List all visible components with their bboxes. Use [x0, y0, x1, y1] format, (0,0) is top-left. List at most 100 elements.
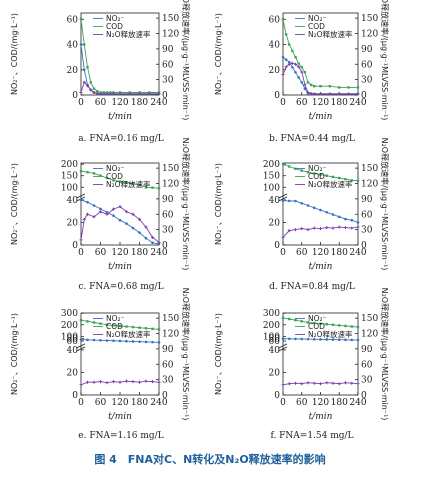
- series-point-cod: [83, 43, 86, 46]
- series-point-no2: [86, 200, 89, 204]
- series-point-n2o: [287, 382, 291, 386]
- series-point-n2o: [79, 238, 83, 242]
- x-tick-label: 180: [131, 98, 148, 108]
- series-point-n2o: [131, 212, 135, 216]
- series-point-no2: [287, 337, 291, 341]
- y-left-tick-label: 40: [67, 196, 79, 206]
- series-point-cod: [338, 176, 341, 180]
- series-point-n2o: [344, 381, 347, 385]
- panel-caption: a. FNA=0.16 mg/L: [78, 134, 163, 144]
- axis-break-mark: [76, 343, 86, 352]
- series-point-no2: [82, 68, 86, 72]
- series-point-n2o: [108, 92, 112, 96]
- series-line-3: [282, 62, 358, 95]
- series-point-no2: [350, 218, 354, 222]
- y-right-tick-label: 90: [162, 45, 174, 55]
- x-axis-title: t/min: [108, 262, 132, 272]
- x-tick-label: 0: [78, 398, 84, 408]
- series-point-n2o: [131, 380, 135, 384]
- y-right-tick-label: 30: [361, 76, 373, 86]
- series-point-n2o: [138, 217, 141, 221]
- y-left-tick-label: 20: [269, 368, 281, 378]
- series-point-no2: [306, 204, 310, 207]
- series-point-n2o: [331, 226, 335, 230]
- series-point-n2o: [319, 227, 322, 231]
- y-right-axis-title: N₂O释放速率/(μg·g⁻¹MLVSS·min⁻¹): [380, 138, 390, 271]
- series-point-n2o: [99, 92, 102, 96]
- y-left-tick-label: 0: [274, 391, 280, 401]
- series-point-cod: [331, 323, 335, 326]
- y-left-tick-label: 40: [269, 346, 281, 356]
- y-left-tick-label: 300: [263, 309, 280, 319]
- y-left-tick-label: 60: [67, 337, 79, 347]
- series-point-no2: [281, 55, 285, 59]
- series-point-cod: [350, 325, 353, 328]
- series-point-no2: [294, 337, 297, 341]
- series-point-cod: [356, 86, 360, 89]
- y-right-tick-label: 30: [361, 226, 373, 236]
- y-right-tick-label: 0: [361, 91, 367, 101]
- y-left-tick-label: 20: [269, 218, 281, 228]
- series-point-no2: [306, 337, 310, 341]
- chart-panel-3: 0 60 120 180 240020401001502000306090120150N…: [10, 138, 191, 292]
- series-point-cod: [86, 66, 89, 69]
- series-point-cod: [281, 316, 285, 320]
- series-point-no2: [325, 211, 329, 214]
- chart-panel-6: 0 60 120 180 2400204060801002003000306090120…: [214, 288, 390, 441]
- legend-label: N₂O释放速率: [308, 29, 353, 39]
- series-point-cod: [306, 171, 310, 174]
- series-point-cod: [131, 325, 135, 329]
- series-point-n2o: [337, 382, 341, 386]
- series-point-no2: [325, 338, 329, 341]
- series-point-no2: [157, 341, 161, 344]
- y-right-tick-label: 150: [361, 14, 378, 24]
- series-point-cod: [125, 181, 128, 184]
- series-point-no2: [337, 338, 341, 342]
- series-point-n2o: [294, 381, 297, 385]
- series-line-1: [282, 56, 358, 95]
- y-right-tick-label: 90: [361, 195, 373, 205]
- y-right-tick-label: 90: [162, 345, 174, 355]
- y-right-tick-label: 60: [361, 360, 373, 370]
- series-point-cod: [105, 176, 109, 180]
- series-point-cod: [288, 43, 291, 46]
- series-point-no2: [112, 339, 115, 343]
- y-left-tick-label: 0: [72, 391, 78, 401]
- series-point-n2o: [356, 92, 360, 96]
- series-point-n2o: [99, 380, 102, 384]
- axis-break-mark: [278, 343, 288, 352]
- series-point-no2: [125, 339, 128, 343]
- x-axis-title: t/min: [309, 412, 333, 422]
- legend-label: COD: [308, 22, 325, 31]
- y-right-tick-label: 60: [361, 60, 373, 70]
- y-right-tick-label: 150: [361, 314, 378, 324]
- legend-label: NO₂⁻: [106, 14, 125, 23]
- series-point-cod: [144, 186, 148, 189]
- y-right-tick-label: 90: [361, 345, 373, 355]
- y-left-tick-label: 80: [269, 335, 281, 345]
- x-tick-label: 240: [349, 398, 366, 408]
- series-point-no2: [99, 207, 102, 211]
- series-point-no2: [79, 338, 83, 341]
- x-tick-label: 180: [131, 398, 148, 408]
- series-point-n2o: [281, 73, 285, 76]
- series-point-no2: [319, 338, 322, 341]
- x-axis-title: t/min: [309, 262, 333, 272]
- series-point-no2: [344, 217, 347, 221]
- x-tick-label: 60: [95, 98, 107, 108]
- series-point-n2o: [151, 380, 154, 384]
- series-point-n2o: [356, 382, 360, 386]
- series-point-cod: [294, 55, 297, 59]
- series-point-n2o: [92, 215, 96, 219]
- series-point-cod: [338, 86, 341, 89]
- y-left-tick-label: 40: [67, 41, 79, 51]
- chart-panel-1: 0 60 120 180 24002040600306090120150NO₂⁻CODN…: [10, 0, 191, 144]
- series-point-n2o: [287, 229, 291, 233]
- series-point-no2: [92, 338, 96, 342]
- series-point-cod: [300, 320, 303, 323]
- x-tick-label: 60: [296, 248, 308, 258]
- series-point-n2o: [82, 217, 86, 221]
- series-line-2: [282, 19, 358, 88]
- y-right-axis-title: N₂O释放速率/(μg·g⁻¹MLVSS·min⁻¹): [181, 138, 191, 271]
- series-point-n2o: [300, 70, 304, 74]
